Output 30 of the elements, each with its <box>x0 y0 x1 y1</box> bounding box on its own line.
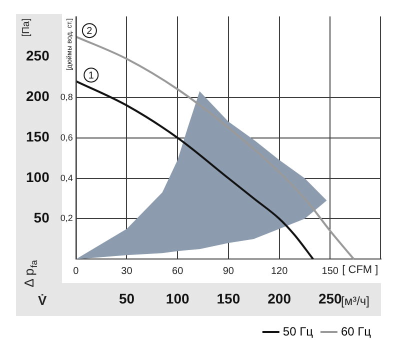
y-tick-label: 0,6 <box>60 132 73 142</box>
y2-tick-label: 200 <box>26 88 50 104</box>
y-tick-label: 0,8 <box>60 92 73 102</box>
y2-tick-label: 100 <box>26 169 50 186</box>
y2-tick-label: 150 <box>26 128 50 145</box>
y2-axis-title: [Па] <box>20 18 32 37</box>
y2-tick-label: 250 <box>26 48 50 64</box>
y-tick-label: 0,4 <box>60 172 73 183</box>
x2-axis-title: [м³/ч] <box>341 294 370 308</box>
y-tick-label: 0,2 <box>60 213 73 224</box>
line-series <box>76 36 355 260</box>
x2-tick-label: 100 <box>166 290 190 306</box>
y2-tick-label: 50 <box>34 210 50 226</box>
legend-label: 50 Гц <box>282 324 314 338</box>
x-tick-label: 60 <box>172 266 184 277</box>
text: Δ pfa <box>22 259 40 288</box>
x-tick-label: 0 <box>73 266 80 277</box>
annotation: 2 <box>86 26 93 37</box>
x2-tick-label: 150 <box>216 290 240 306</box>
x-tick-label: 30 <box>121 266 133 277</box>
x-axis-title: [ CFM ] <box>342 264 378 276</box>
text: V̇ <box>38 293 47 308</box>
x2-tick-label: 200 <box>268 290 292 306</box>
legend-label: 60 Гц <box>340 324 372 338</box>
x-tick-label: 120 <box>270 266 288 277</box>
annotation: 1 <box>88 70 94 82</box>
x-tick-label: 90 <box>222 266 234 277</box>
x-tick-label: 150 <box>322 266 339 277</box>
x2-tick-label: 250 <box>318 290 342 306</box>
x2-tick-label: 50 <box>118 290 135 306</box>
